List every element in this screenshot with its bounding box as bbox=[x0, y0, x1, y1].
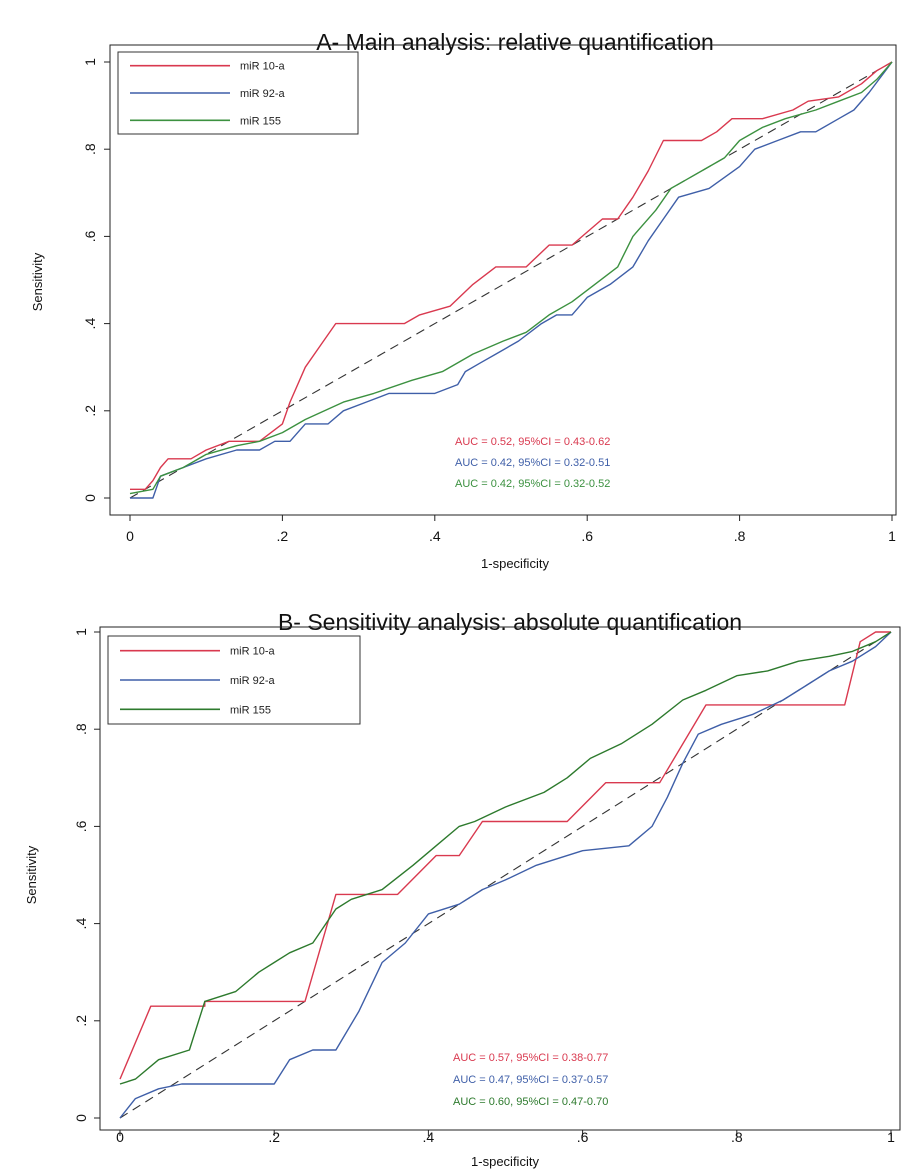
panel-b-title: B- Sensitivity analysis: absolute quanti… bbox=[278, 609, 742, 635]
panel-a-series-line-2 bbox=[129, 61, 893, 495]
panel-b-legend-label-2: miR 155 bbox=[230, 704, 271, 716]
panel-b-y-axis-label: Sensitivity bbox=[24, 845, 39, 904]
panel-a-y-tick-label-1: .2 bbox=[82, 405, 98, 417]
panel-a-x-tick-label-0: 0 bbox=[126, 528, 134, 544]
panel-b-y-tick-label-1: .2 bbox=[73, 1015, 89, 1027]
panel-a-auc-annotation-1: AUC = 0.42, 95%CI = 0.32-0.51 bbox=[455, 457, 610, 469]
panel-a-auc-annotation-0: AUC = 0.52, 95%CI = 0.43-0.62 bbox=[455, 436, 610, 448]
panel-b-y-tick-label-2: .4 bbox=[73, 918, 89, 930]
panel-a-x-tick-label-5: 1 bbox=[888, 528, 896, 544]
panel-a: A- Main analysis: relative quantificatio… bbox=[30, 29, 897, 571]
panel-b-series-line-0 bbox=[119, 631, 891, 1080]
panel-a-y-tick-label-5: 1 bbox=[82, 58, 98, 66]
panel-b-y-tick-label-5: 1 bbox=[73, 628, 89, 636]
panel-a-legend-label-0: miR 10-a bbox=[240, 61, 286, 73]
panel-a-series-line-1 bbox=[130, 61, 893, 499]
panel-b-auc-annotation-0: AUC = 0.57, 95%CI = 0.38-0.77 bbox=[453, 1052, 608, 1064]
panel-b-auc-annotation-2: AUC = 0.60, 95%CI = 0.47-0.70 bbox=[453, 1096, 608, 1108]
panel-b-x-tick-label-2: .4 bbox=[423, 1129, 435, 1145]
panel-b-x-tick-label-5: 1 bbox=[887, 1129, 895, 1145]
panel-b-x-tick-label-4: .8 bbox=[731, 1129, 743, 1145]
panel-b-series-line-1 bbox=[119, 631, 892, 1119]
panel-b-reference-line bbox=[119, 631, 892, 1119]
panel-a-legend-label-1: miR 92-a bbox=[240, 88, 286, 100]
panel-a-x-tick-label-2: .4 bbox=[429, 528, 441, 544]
panel-b-y-tick-label-0: 0 bbox=[73, 1114, 89, 1122]
panel-a-y-tick-label-0: 0 bbox=[82, 494, 98, 502]
panel-b-auc-annotation-1: AUC = 0.47, 95%CI = 0.37-0.57 bbox=[453, 1074, 608, 1086]
panel-a-x-axis-label: 1-specificity bbox=[481, 556, 549, 571]
panel-a-y-axis-label: Sensitivity bbox=[30, 252, 45, 311]
panel-b-legend-label-0: miR 10-a bbox=[230, 646, 276, 658]
panel-a-x-tick-label-4: .8 bbox=[734, 528, 746, 544]
panel-b-legend-label-1: miR 92-a bbox=[230, 675, 276, 687]
panel-b-x-tick-label-0: 0 bbox=[116, 1129, 124, 1145]
panel-b: B- Sensitivity analysis: absolute quanti… bbox=[24, 609, 901, 1169]
panel-a-title: A- Main analysis: relative quantificatio… bbox=[316, 29, 714, 55]
panel-b-x-axis-label: 1-specificity bbox=[471, 1154, 539, 1169]
panel-b-plot-frame bbox=[99, 626, 901, 1131]
panel-a-series-line-0 bbox=[130, 61, 893, 490]
panel-a-legend-label-2: miR 155 bbox=[240, 115, 281, 127]
panel-b-series-line-2 bbox=[119, 631, 892, 1085]
panel-a-reference-line bbox=[129, 61, 893, 499]
panel-a-plot-frame bbox=[109, 44, 897, 516]
panel-b-x-tick-label-3: .6 bbox=[577, 1129, 589, 1145]
panel-b-y-tick-label-3: .6 bbox=[73, 820, 89, 832]
panel-b-y-tick-label-4: .8 bbox=[73, 723, 89, 735]
panel-a-y-tick-label-2: .4 bbox=[82, 318, 98, 330]
panel-a-y-tick-label-3: .6 bbox=[82, 230, 98, 242]
panel-a-legend: miR 10-a miR 92-a miR 155 bbox=[117, 51, 359, 135]
panel-a-y-tick-label-4: .8 bbox=[82, 143, 98, 155]
panel-a-x-tick-label-1: .2 bbox=[277, 528, 289, 544]
panel-a-x-tick-label-3: .6 bbox=[581, 528, 593, 544]
panel-b-legend: miR 10-a miR 92-a miR 155 bbox=[107, 635, 361, 725]
panel-b-x-tick-label-1: .2 bbox=[268, 1129, 280, 1145]
panel-a-auc-annotation-2: AUC = 0.42, 95%CI = 0.32-0.52 bbox=[455, 478, 610, 490]
